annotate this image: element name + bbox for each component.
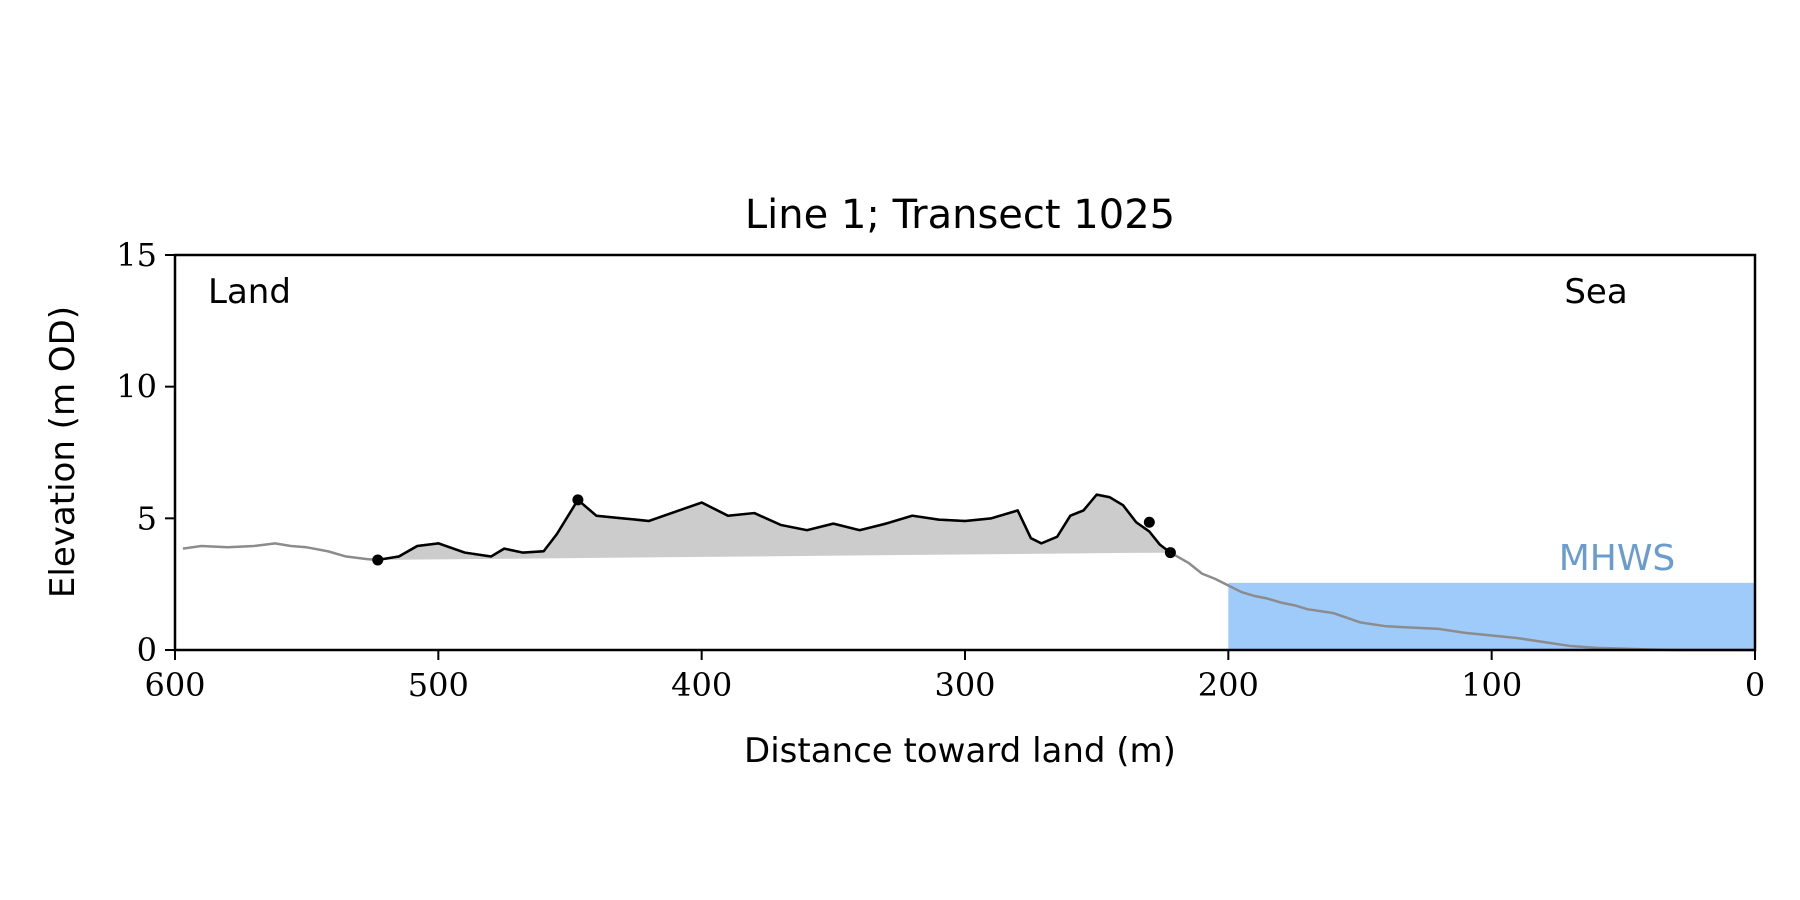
sea-label: Sea: [1564, 272, 1627, 312]
profile-marker: [372, 554, 384, 566]
y-tick-label: 5: [137, 499, 157, 537]
y-axis-label: Elevation (m OD): [43, 306, 83, 598]
chart-title: Line 1; Transect 1025: [745, 192, 1175, 238]
x-tick-label: 600: [144, 666, 205, 704]
y-tick-label: 10: [116, 368, 157, 406]
profile-marker: [1164, 547, 1176, 559]
x-tick-label: 500: [408, 666, 469, 704]
y-tick-label: 15: [116, 236, 157, 274]
profile-marker: [572, 494, 584, 506]
land-label: Land: [208, 272, 291, 312]
x-axis-label: Distance toward land (m): [744, 731, 1176, 771]
x-tick-label: 100: [1461, 666, 1522, 704]
x-tick-label: 200: [1198, 666, 1259, 704]
profile-marker: [1143, 516, 1155, 528]
mhws-sea-area: [1228, 582, 1755, 650]
x-tick-label: 400: [671, 666, 732, 704]
y-tick-label: 0: [137, 631, 157, 669]
mhws-label: MHWS: [1559, 538, 1676, 579]
plot-area: [182, 493, 1755, 652]
x-tick-label: 300: [934, 666, 995, 704]
profile-highlight-line: [377, 493, 1172, 562]
dune-volume-fill: [377, 494, 1171, 560]
x-tick-label: 0: [1745, 666, 1765, 704]
axis-ticks: 600 500 400 300 200 100 0 0 5 10 15: [116, 236, 1765, 704]
